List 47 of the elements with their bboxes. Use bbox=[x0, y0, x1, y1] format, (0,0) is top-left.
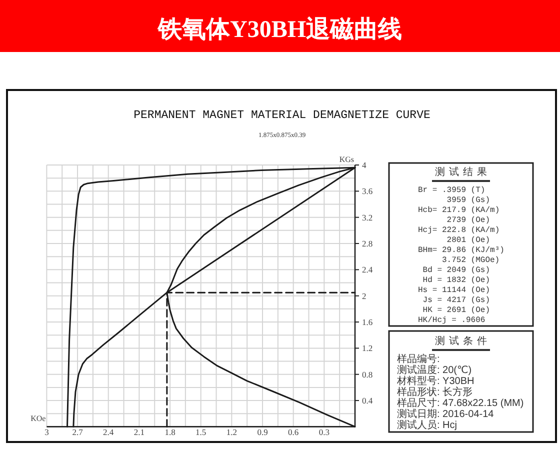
x-tick-label: 3 bbox=[44, 427, 49, 437]
y-tick-label: 2 bbox=[362, 290, 366, 301]
chart-subtitle: PERMANENT MAGNET MATERIAL DEMAGNETIZE CURVE bbox=[134, 109, 430, 122]
x-tick-label: 1.8 bbox=[164, 427, 176, 437]
text: BHm= 29.86 (KJ/m³) bbox=[418, 246, 504, 255]
text: 测试条件 bbox=[435, 335, 491, 347]
text: Br = .3959 (T) bbox=[418, 186, 486, 195]
x-tick-label: 1.2 bbox=[226, 427, 237, 437]
text: Hcj= 222.8 (KA/m) bbox=[418, 226, 500, 235]
y-tick-label: 3.6 bbox=[362, 186, 373, 196]
text: 3.752 (MGOe) bbox=[442, 256, 500, 265]
chart-title: 铁氧体Y30BH退磁曲线 bbox=[156, 16, 402, 43]
text: Hd = 1832 (Oe) bbox=[422, 276, 490, 285]
text: Js = 4217 (Gs) bbox=[422, 296, 490, 305]
y-tick-label: 1.2 bbox=[362, 343, 373, 354]
text: 测试人员: Hcj bbox=[397, 419, 457, 431]
y-tick-label: 0.4 bbox=[362, 396, 374, 406]
text: 测试结果 bbox=[435, 166, 491, 178]
text: 样品形状: 长方形 bbox=[397, 386, 473, 398]
y-axis-title: KGs bbox=[339, 155, 354, 164]
y-tick-label: 1.6 bbox=[362, 317, 373, 328]
text: 样品编号: bbox=[397, 353, 440, 365]
x-tick-label: 0.6 bbox=[288, 427, 299, 437]
y-tick-label: 2.8 bbox=[362, 238, 373, 249]
x-axis-title: KOe bbox=[30, 414, 46, 423]
text: 2739 (Oe) bbox=[446, 216, 490, 225]
x-tick-label: 2.7 bbox=[72, 427, 83, 437]
text: HK = 2691 (Oe) bbox=[422, 306, 490, 315]
x-tick-label: 2.4 bbox=[103, 427, 114, 437]
y-tick-label: 4 bbox=[362, 160, 367, 170]
x-tick-label: 0.3 bbox=[318, 427, 330, 437]
text: 测试温度: 20(℃) bbox=[397, 364, 472, 376]
text: 样品尺寸: 47.68x22.15 (MM) bbox=[397, 397, 524, 409]
text: Hs = 11144 (Oe) bbox=[418, 286, 490, 295]
y-tick-label: 0.8 bbox=[362, 369, 373, 380]
y-tick-label: 3.2 bbox=[362, 212, 373, 222]
text: 3959 (Gs) bbox=[446, 196, 490, 205]
y-tick-label: 2.4 bbox=[362, 264, 374, 275]
text: 材料型号: Y30BH bbox=[396, 375, 474, 387]
text: 测试日期: 2016-04-14 bbox=[397, 408, 494, 420]
text: HK/Hcj = .9606 bbox=[418, 316, 486, 325]
text: Bd = 2049 (Gs) bbox=[422, 266, 490, 275]
x-tick-label: 1.5 bbox=[196, 427, 206, 437]
x-tick-label: 2.1 bbox=[134, 427, 145, 437]
x-tick-label: 0.9 bbox=[257, 427, 268, 437]
text: Hcb= 217.9 (KA/m) bbox=[418, 206, 500, 215]
text: 2801 (Oe) bbox=[446, 236, 490, 245]
